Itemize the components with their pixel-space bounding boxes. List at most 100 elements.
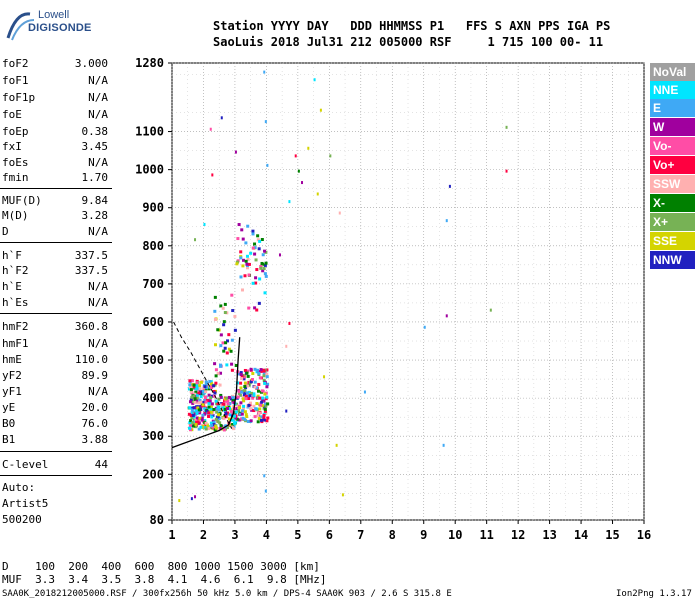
trace-point xyxy=(231,422,235,426)
trace-point xyxy=(240,390,244,394)
trace-point xyxy=(262,415,266,419)
trace-point xyxy=(224,410,228,414)
plot-grid xyxy=(171,62,645,521)
trace-point xyxy=(239,373,243,377)
trace-point xyxy=(255,402,259,406)
trace-point xyxy=(319,108,322,112)
trace-point xyxy=(323,375,326,379)
trace-point xyxy=(194,418,198,422)
trace-point xyxy=(190,399,194,403)
trace-point xyxy=(188,379,192,383)
y-axis-ticks: 80 200 300 400 500 600 700 800 900 1000 1100 1280 xyxy=(135,56,172,527)
trace-point xyxy=(259,266,263,270)
trace-point xyxy=(204,427,208,431)
distance-row: D 100 200 400 600 800 1000 1500 3000 [km… xyxy=(2,560,320,573)
trace-point xyxy=(253,246,257,250)
trace-point xyxy=(261,253,265,257)
trace-point xyxy=(234,410,238,414)
trace-point xyxy=(259,403,263,407)
trace-point xyxy=(505,169,508,173)
trace-point xyxy=(243,274,247,278)
divider xyxy=(0,188,112,189)
trace-point xyxy=(258,396,262,400)
trace-point xyxy=(363,390,366,394)
trace-point xyxy=(222,417,226,421)
trace-point xyxy=(210,402,214,406)
x-tick-label: 5 xyxy=(294,528,301,542)
trace-point xyxy=(247,403,251,407)
trace-point xyxy=(198,387,202,391)
param-name: foE xyxy=(2,108,22,121)
trace-point xyxy=(238,418,242,422)
trace-point xyxy=(489,308,492,312)
trace-point xyxy=(254,407,258,411)
trace-point xyxy=(226,406,230,410)
trace-point xyxy=(209,405,213,409)
trace-point xyxy=(212,420,216,424)
trace-point xyxy=(242,377,246,381)
trace-point xyxy=(213,295,217,299)
trace-point xyxy=(197,391,201,395)
trace-point xyxy=(261,396,265,400)
trace-point xyxy=(260,404,264,408)
trace-point xyxy=(234,407,238,411)
trace-point xyxy=(261,398,265,402)
param-value: 0.38 xyxy=(81,125,109,138)
trace-point xyxy=(192,416,196,420)
trace-point xyxy=(222,323,226,327)
trace-point xyxy=(260,238,264,242)
trace-point xyxy=(251,372,255,376)
trace-point xyxy=(262,369,266,373)
trace-point xyxy=(338,211,341,215)
trace-point xyxy=(249,367,253,371)
trace-point xyxy=(187,426,191,430)
param-name: B0 xyxy=(2,417,16,430)
trace-point xyxy=(256,414,260,418)
trace-point xyxy=(205,406,209,410)
x-tick-label: 16 xyxy=(637,528,651,542)
trace-point xyxy=(219,371,223,375)
trace-point xyxy=(245,254,249,258)
trace-point xyxy=(187,412,191,416)
divider xyxy=(0,242,112,243)
trace-point xyxy=(241,397,245,401)
trace-point xyxy=(423,325,426,329)
trace-point xyxy=(264,261,268,265)
trace-point xyxy=(242,399,246,403)
trace-point xyxy=(257,417,261,421)
trace-point xyxy=(212,423,216,427)
y-tick-label: 600 xyxy=(142,315,164,329)
trace-point xyxy=(288,321,291,325)
trace-point xyxy=(192,385,196,389)
trace-point xyxy=(250,391,254,395)
trace-point xyxy=(253,415,257,419)
trace-point xyxy=(212,384,216,388)
trace-point xyxy=(207,387,211,391)
trace-point xyxy=(237,390,241,394)
trace-point xyxy=(230,338,234,342)
trace-point xyxy=(220,116,223,120)
trace-point xyxy=(263,291,267,295)
trace-point xyxy=(278,253,281,257)
trace-point xyxy=(244,394,248,398)
trace-point xyxy=(190,416,194,420)
param-row: h`F2 337.5 xyxy=(2,264,108,278)
trace-point xyxy=(221,405,225,409)
trace-point xyxy=(209,410,213,414)
trace-point xyxy=(213,362,217,366)
trace-point xyxy=(207,405,211,409)
trace-point xyxy=(195,381,199,385)
trace-point xyxy=(249,419,253,423)
trace-point xyxy=(247,273,251,277)
trace-point xyxy=(205,423,209,427)
trace-point xyxy=(264,397,268,401)
trace-point xyxy=(238,406,242,410)
legend-item: SSW xyxy=(650,175,695,193)
trace-point xyxy=(234,364,238,368)
trace-point xyxy=(231,309,235,313)
trace-point xyxy=(239,275,243,279)
trace-point xyxy=(244,241,248,245)
trace-point xyxy=(192,420,196,424)
trace-point xyxy=(236,237,240,241)
trace-point xyxy=(253,367,257,371)
